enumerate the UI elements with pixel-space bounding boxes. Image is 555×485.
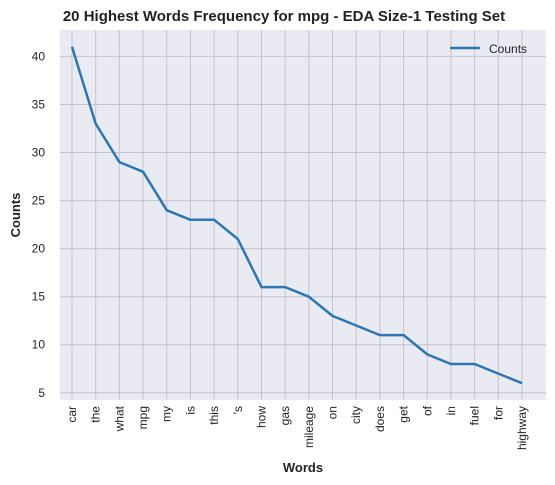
x-tick-label: mpg [136, 406, 150, 429]
x-tick-label: is [183, 406, 197, 415]
y-tick-label: 20 [32, 242, 46, 256]
y-axis-label: Counts [8, 193, 23, 238]
x-tick-label: what [112, 405, 126, 432]
x-tick-label: gas [278, 406, 292, 425]
x-tick-label: in [444, 406, 458, 415]
x-tick-label: for [491, 406, 505, 420]
y-axis-ticks: 5 10 15 20 25 30 35 40 [32, 49, 46, 399]
y-tick-label: 30 [32, 146, 46, 160]
series-line-counts [70, 46, 523, 385]
x-tick-label: mileage [302, 406, 316, 448]
x-tick-label: how [254, 406, 268, 428]
x-tick-label: car [65, 406, 79, 423]
y-tick-label: 25 [32, 194, 46, 208]
y-tick-label: 5 [38, 386, 45, 400]
y-tick-label: 40 [32, 49, 46, 63]
chart-title: 20 Highest Words Frequency for mpg - EDA… [63, 8, 505, 25]
x-tick-label: highway [515, 406, 529, 450]
x-tick-label: fuel [468, 406, 482, 425]
x-axis-ticks: car the what mpg my is this 's how gas mileage on ci… [65, 405, 529, 450]
x-tick-label: the [89, 406, 103, 423]
x-tick-label: city [349, 406, 363, 424]
y-tick-label: 15 [32, 290, 46, 304]
y-tick-label: 35 [32, 97, 46, 111]
grid-lines [60, 30, 546, 400]
x-tick-label: 's [231, 406, 245, 414]
x-tick-label: does [373, 406, 387, 432]
x-tick-label: of [420, 405, 434, 416]
y-tick-label: 10 [32, 338, 46, 352]
x-axis-label: Words [283, 460, 323, 475]
plot-area [60, 30, 546, 400]
legend-label-counts: Counts [489, 42, 527, 56]
x-tick-label: my [160, 406, 174, 422]
x-tick-label: on [326, 406, 340, 419]
legend: Counts [450, 42, 527, 56]
x-tick-label: this [207, 406, 221, 425]
x-tick-label: get [397, 405, 411, 422]
